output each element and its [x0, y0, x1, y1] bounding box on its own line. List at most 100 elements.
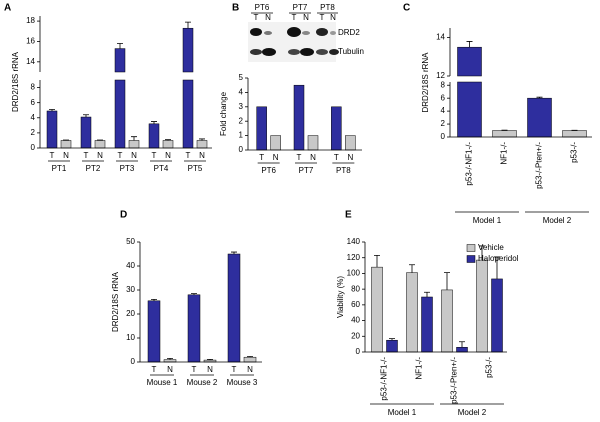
y-tick-label: 0 [131, 357, 136, 366]
y-tick-label: 6 [31, 98, 36, 107]
y-tick-label: 8 [441, 80, 446, 89]
blot-band [264, 31, 272, 35]
bar [492, 130, 517, 138]
bar-label: T [50, 151, 55, 160]
blot-lane-label: N [265, 13, 271, 22]
y-axis-label: DRD2/18S rRNA [111, 271, 120, 332]
y-tick-label: 40 [126, 261, 135, 270]
bar [243, 356, 257, 363]
y-axis-label: DRD2/18S rRNA [11, 51, 20, 112]
bar [114, 48, 126, 73]
y-tick-label: 40 [351, 316, 360, 325]
bar-label: T [84, 151, 89, 160]
y-tick-label: 10 [126, 333, 135, 342]
y-tick-label: 0 [239, 145, 244, 154]
bar [80, 116, 92, 149]
y-tick-label: 6 [441, 93, 446, 102]
error-bar [83, 114, 89, 118]
error-bar [131, 136, 137, 141]
x-tick-label: PT3 [120, 164, 135, 173]
bar [441, 289, 453, 353]
x-tick-label: Mouse 1 [147, 378, 178, 387]
error-bar [444, 272, 450, 290]
error-bar [199, 138, 205, 141]
bar-label: N [273, 153, 279, 162]
bar [148, 123, 160, 149]
bar [491, 278, 503, 353]
blot-lane-label: T [254, 13, 259, 22]
bar [147, 300, 161, 363]
blot-sample-label: PT8 [320, 3, 335, 12]
x-tick-label: p53-/- [485, 357, 494, 378]
x-tick-label: p53-/-NF1-/- [380, 357, 389, 401]
y-axis-label: DRD2/18S rRNA [421, 52, 430, 113]
bar-label: N [63, 151, 69, 160]
error-bar [247, 356, 253, 358]
bar [421, 296, 433, 353]
bar-label: T [334, 153, 339, 162]
bar [227, 253, 241, 363]
x-tick-label: PT6 [261, 166, 276, 175]
y-tick-label: 16 [26, 37, 35, 46]
bar [162, 140, 174, 149]
bar [293, 84, 305, 151]
blot-lane-label: N [303, 13, 309, 22]
bar [187, 294, 201, 363]
bar [527, 97, 552, 138]
bar [457, 81, 482, 138]
panel-letter: B [232, 3, 239, 14]
blot-band [262, 48, 276, 56]
bar-label: N [199, 151, 205, 160]
y-tick-label: 18 [26, 16, 35, 25]
western-blot [248, 22, 339, 62]
bar [114, 79, 126, 149]
bar [386, 339, 398, 353]
error-bar [389, 338, 395, 341]
blot-lane-label: T [320, 13, 325, 22]
bar [270, 135, 281, 151]
x-tick-label: p53-/-Pten+/- [535, 142, 544, 189]
error-bar [49, 109, 55, 111]
legend-label: Vehicle [478, 243, 504, 252]
blot-band [288, 49, 300, 55]
error-bar [151, 298, 157, 301]
blot-lane-label: N [330, 13, 336, 22]
error-bar [466, 41, 473, 48]
error-bar [374, 254, 380, 268]
y-tick-label: 60 [351, 300, 360, 309]
y-tick-label: 8 [31, 83, 36, 92]
group-label: Model 1 [473, 216, 502, 225]
blot-band [250, 28, 262, 36]
x-tick-label: Mouse 2 [187, 378, 218, 387]
y-tick-label: 12 [436, 71, 445, 80]
legend-label: Haloperidol [478, 254, 519, 263]
y-tick-label: 1 [239, 131, 244, 140]
error-bar [117, 43, 123, 49]
error-bar [536, 96, 543, 99]
y-tick-label: 20 [351, 331, 360, 340]
y-tick-label: 5 [239, 73, 244, 82]
bar [456, 347, 468, 353]
x-tick-label: PT4 [154, 164, 169, 173]
y-tick-label: 50 [126, 237, 135, 246]
blot-band [330, 31, 336, 35]
y-tick-label: 0 [356, 347, 361, 356]
bar-label: T [259, 153, 264, 162]
bar-label: T [118, 151, 123, 160]
blot-sample-label: PT6 [255, 3, 270, 12]
bar [562, 130, 587, 138]
panel-letter: C [403, 3, 410, 14]
y-tick-label: 4 [441, 106, 446, 115]
blot-band [250, 49, 262, 55]
bar-label: N [247, 365, 253, 374]
y-tick-label: 80 [351, 284, 360, 293]
y-tick-label: 2 [31, 128, 36, 137]
blot-band [287, 27, 301, 37]
blot-band-label: DRD2 [338, 28, 360, 37]
bar-label: T [152, 151, 157, 160]
group-label: Model 1 [388, 408, 417, 417]
blot-band-label: Tubulin [338, 47, 364, 56]
panel-letter: A [4, 3, 11, 14]
bar-label: N [167, 365, 173, 374]
bar [406, 272, 418, 353]
